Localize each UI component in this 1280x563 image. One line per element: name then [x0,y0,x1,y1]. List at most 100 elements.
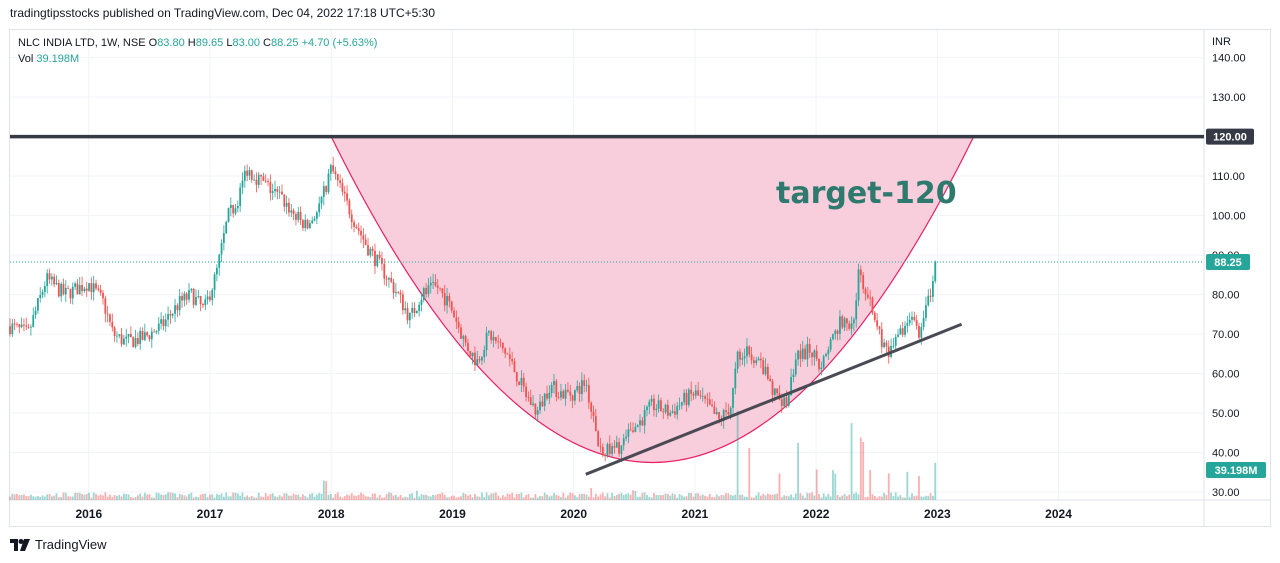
volume-bar [611,492,614,500]
candle-body [381,257,383,264]
chart-frame [9,29,1271,527]
target-annotation[interactable]: target-120 [776,176,957,211]
volume-bar [722,495,725,500]
candle-body [164,319,167,327]
candle-body [353,222,355,227]
candle-body [866,294,869,298]
candle-body [490,331,493,341]
x-tick-label: 2017 [197,507,224,521]
volume-bar [413,497,416,500]
symbol-legend: NLC INDIA LTD, 1W, NSE O83.80 H89.65 L83… [18,35,377,67]
y-tick-label: 130.00 [1212,92,1246,104]
volume-bar [778,473,781,500]
candle-body [515,372,518,382]
candle-body [680,402,683,406]
volume-bar [30,494,32,500]
volume-bar [132,497,135,500]
candle-body [825,354,827,357]
volume-bar [497,495,500,500]
candle-body [511,359,514,362]
candle-body [862,275,865,289]
volume-bar [904,497,906,500]
tradingview-footer[interactable]: TradingView [10,537,107,552]
candle-body [580,380,583,394]
candle-body [729,407,732,415]
candle-body [111,321,114,328]
volume-bar [436,493,439,500]
candle-body [925,305,927,318]
volume-bar [852,493,855,500]
volume-bar [20,494,23,500]
candle-body [43,286,46,292]
candle-body [548,393,551,399]
volume-bar [453,495,455,500]
volume-bar [653,493,655,500]
volume-bar [406,497,409,500]
candle-body [550,385,553,394]
candle-body [25,325,28,327]
volume-bar [9,496,11,500]
candle-body [843,318,846,328]
candle-body [920,327,923,338]
volume-bar [111,496,114,500]
volume-bar [209,494,211,500]
symbol-name[interactable]: NLC INDIA LTD, 1W, NSE [18,37,146,49]
candle-body [34,310,37,316]
candle-body [506,353,509,355]
volume-bar [364,496,367,500]
volume-bar [134,497,137,500]
candle-body [522,377,525,387]
volume-bar [685,496,688,500]
volume-bar [843,493,846,500]
volume-bar [662,494,665,500]
candle-body [55,282,58,285]
candle-body [841,316,844,328]
candle-body [569,391,572,396]
candle-body [606,443,609,456]
volume-bar [88,492,90,500]
volume-bar [18,495,21,500]
volume-bar [120,496,123,500]
candle-body [560,391,562,398]
candle-body [239,187,242,207]
candle-body [878,326,881,330]
volume-bar [750,497,753,500]
volume-bar [415,490,418,500]
candle-body [178,295,181,311]
x-tick-label: 2020 [560,507,587,521]
volume-bar [862,441,865,500]
candle-body [322,186,325,197]
candle-body [246,170,249,176]
candle-body [123,338,125,345]
volume-bar [820,497,823,500]
candle-body [39,294,42,299]
candle-body [227,207,230,222]
candle-body [692,393,695,396]
volume-bar [181,494,183,500]
volume-bar [427,495,430,500]
volume-bar [532,497,534,500]
candle-body [739,351,741,360]
candle-body [471,352,474,357]
candle-body [643,410,646,426]
volume-tag [1206,462,1266,478]
candle-body [518,381,521,385]
candle-body [820,367,823,370]
candle-body [383,263,386,279]
volume-bar [669,495,672,500]
currency-label: INR [1212,36,1231,48]
candle-body [487,331,490,333]
candle-body [753,360,755,364]
candle-body [343,191,346,194]
candle-body [594,415,597,432]
candle-body [469,350,472,357]
candle-body [443,293,446,306]
volume-bar [671,493,674,500]
volume-bar [901,497,904,500]
candle-body [157,323,160,331]
volume-bar [657,495,660,500]
volume-bar [369,497,372,500]
volume-bar [780,497,783,500]
volume-bar [243,496,246,500]
